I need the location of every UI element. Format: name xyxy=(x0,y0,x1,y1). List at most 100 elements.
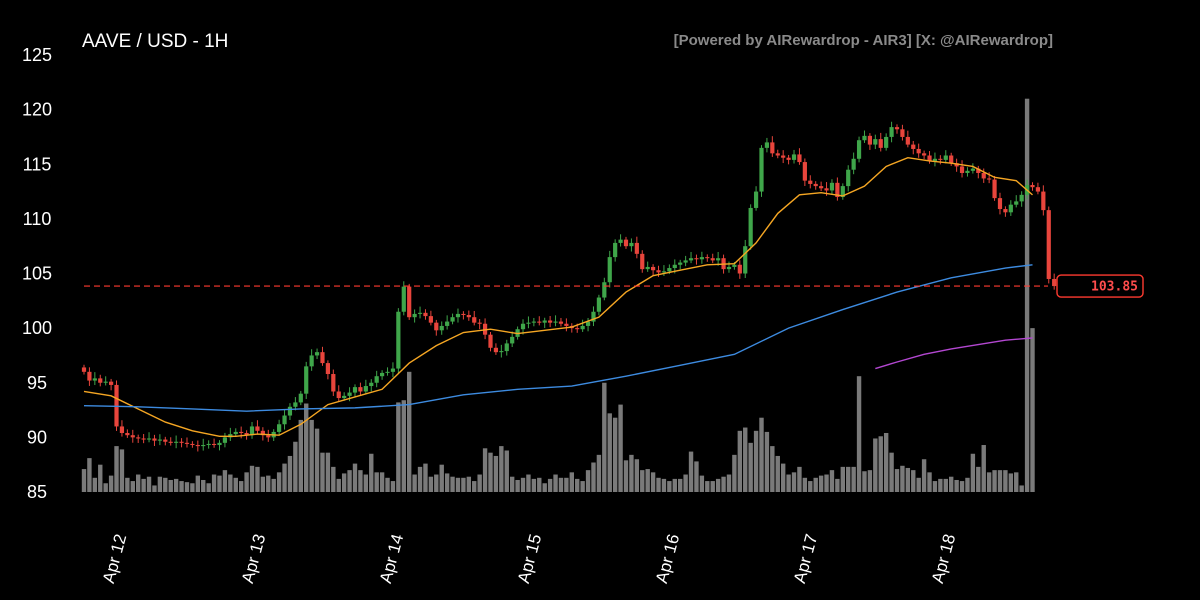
candle-body xyxy=(819,186,824,189)
candle-body xyxy=(504,343,509,352)
candle-body xyxy=(385,371,390,373)
candle-body xyxy=(396,311,401,369)
candle-body xyxy=(542,320,547,323)
candle-body xyxy=(428,316,433,323)
candle xyxy=(916,143,921,158)
volume-bar xyxy=(976,466,981,492)
candle xyxy=(759,145,764,197)
candle-body xyxy=(184,442,190,444)
candle-body xyxy=(1003,209,1008,213)
candle-body xyxy=(846,169,851,187)
volume-bar xyxy=(1030,328,1035,493)
candle-body xyxy=(808,180,813,184)
candle-body xyxy=(596,297,601,312)
volume-bar xyxy=(553,474,558,492)
volume-bar xyxy=(818,475,824,492)
candle-body xyxy=(981,172,986,179)
candle-body xyxy=(889,127,894,137)
candle xyxy=(905,130,910,148)
volume-bar xyxy=(423,463,428,492)
candle xyxy=(884,133,889,151)
volume-bar xyxy=(932,481,938,492)
volume-bar xyxy=(650,472,656,492)
candle-body xyxy=(537,321,542,323)
volume-bar xyxy=(748,442,753,492)
x-tick-label: Apr 13 xyxy=(238,532,269,585)
candle xyxy=(976,165,981,179)
candle-body xyxy=(1035,187,1041,192)
candle-body xyxy=(824,188,829,191)
volume-bar xyxy=(108,475,114,492)
candle-body xyxy=(997,198,1003,210)
candle-body xyxy=(607,257,612,283)
candle xyxy=(911,140,916,155)
candle-body xyxy=(141,438,146,440)
candle xyxy=(1052,273,1057,290)
candle xyxy=(710,253,715,264)
candle-body xyxy=(336,391,341,399)
candle-body xyxy=(190,443,195,446)
moving-averages xyxy=(83,156,1033,437)
candle-body xyxy=(1019,194,1024,202)
candle xyxy=(488,331,493,352)
candle-body xyxy=(873,139,878,145)
candle xyxy=(103,376,108,386)
candle-body xyxy=(1014,201,1019,205)
candle xyxy=(358,382,363,396)
volume-bar xyxy=(217,475,222,492)
candle-body xyxy=(884,136,889,148)
candle-body xyxy=(764,142,770,148)
volume-bar xyxy=(732,454,737,492)
volume-bar xyxy=(623,460,629,492)
candle-body xyxy=(651,266,656,271)
candle xyxy=(981,168,986,183)
volume-bar xyxy=(894,469,900,492)
candle-body xyxy=(878,139,883,148)
candle-body xyxy=(548,320,553,323)
volume-bar xyxy=(873,438,878,492)
volume-bar xyxy=(629,454,634,492)
candle-body xyxy=(352,387,358,393)
candle xyxy=(190,441,195,448)
volume-bar xyxy=(558,477,564,492)
y-tick-label: 125 xyxy=(22,45,52,65)
volume-bar xyxy=(786,474,791,492)
candle xyxy=(179,438,184,448)
candle xyxy=(249,421,255,439)
candle-body xyxy=(201,445,206,447)
candle-body xyxy=(716,258,721,261)
candle-body xyxy=(911,144,916,149)
volume-bar xyxy=(206,483,211,492)
volume-bar xyxy=(385,477,390,492)
volume-bar xyxy=(862,471,867,492)
volume-bar xyxy=(878,436,883,492)
candle-body xyxy=(575,328,580,330)
volume-bar xyxy=(715,478,721,492)
volume-bar xyxy=(173,478,179,492)
candle-body xyxy=(239,431,244,433)
candle xyxy=(380,370,385,380)
candle-body xyxy=(602,282,607,298)
volume-bar xyxy=(965,477,970,492)
candle xyxy=(504,339,509,356)
ma-short-line xyxy=(83,156,1033,437)
candle-body xyxy=(347,392,352,396)
candle xyxy=(499,344,504,358)
candle-body xyxy=(423,312,428,317)
volume-bar xyxy=(87,458,92,492)
candle-body xyxy=(781,155,786,158)
volume-bar xyxy=(710,481,715,492)
volume-bar xyxy=(482,448,488,492)
volume-bar xyxy=(325,452,331,492)
volume-bar xyxy=(320,452,325,492)
volume-bar xyxy=(737,430,743,492)
candle xyxy=(688,251,694,264)
candle-body xyxy=(645,266,650,270)
volume-bar xyxy=(688,451,694,492)
candle-body xyxy=(813,183,818,187)
volume-bar xyxy=(336,478,341,492)
volume-bar xyxy=(331,466,336,492)
candle-body xyxy=(737,264,742,274)
candle xyxy=(970,163,975,174)
candle-body xyxy=(580,325,585,330)
